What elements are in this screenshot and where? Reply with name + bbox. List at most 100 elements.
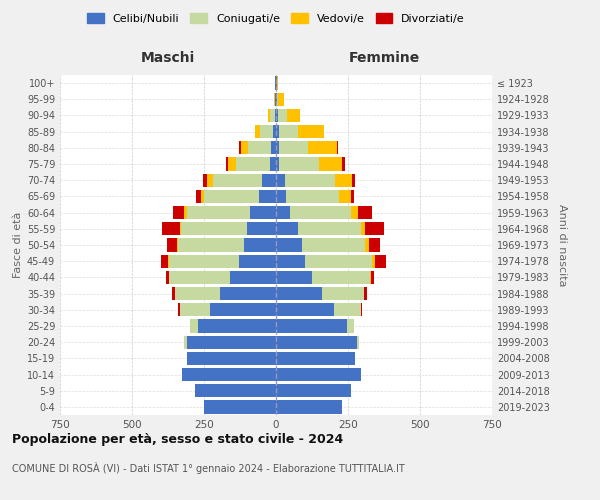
Bar — [161, 254, 168, 268]
Bar — [276, 125, 279, 138]
Bar — [276, 384, 351, 398]
Bar — [276, 270, 312, 284]
Bar — [204, 190, 259, 203]
Bar — [173, 206, 184, 220]
Bar — [172, 287, 175, 300]
Bar — [279, 125, 298, 138]
Bar — [255, 125, 260, 138]
Bar — [358, 206, 373, 220]
Bar — [259, 190, 276, 203]
Bar — [276, 109, 278, 122]
Bar — [276, 174, 284, 187]
Bar — [167, 238, 177, 252]
Bar — [268, 109, 270, 122]
Bar — [286, 190, 340, 203]
Bar — [361, 303, 362, 316]
Bar — [284, 174, 335, 187]
Bar — [239, 141, 241, 154]
Bar — [308, 141, 337, 154]
Bar — [203, 174, 207, 187]
Bar — [280, 141, 308, 154]
Bar — [187, 336, 276, 349]
Bar — [204, 400, 276, 413]
Bar — [279, 158, 319, 170]
Bar — [276, 320, 347, 332]
Bar — [212, 174, 262, 187]
Bar — [335, 174, 352, 187]
Bar — [277, 92, 278, 106]
Bar — [200, 190, 204, 203]
Bar — [210, 303, 276, 316]
Bar — [190, 320, 198, 332]
Bar — [196, 190, 200, 203]
Bar — [230, 270, 276, 284]
Bar — [364, 287, 367, 300]
Bar — [351, 206, 358, 220]
Bar — [248, 141, 271, 154]
Bar — [175, 287, 220, 300]
Bar — [169, 270, 230, 284]
Bar — [247, 222, 276, 235]
Bar — [179, 303, 210, 316]
Bar — [287, 109, 300, 122]
Bar — [270, 109, 275, 122]
Text: Maschi: Maschi — [141, 51, 195, 65]
Bar — [275, 109, 276, 122]
Bar — [375, 254, 386, 268]
Bar — [241, 141, 248, 154]
Bar — [356, 336, 359, 349]
Bar — [319, 158, 342, 170]
Bar — [337, 141, 338, 154]
Bar — [169, 254, 239, 268]
Bar — [371, 270, 374, 284]
Bar — [352, 174, 355, 187]
Bar — [373, 254, 375, 268]
Bar — [298, 125, 323, 138]
Bar — [305, 254, 373, 268]
Bar — [207, 174, 212, 187]
Bar — [181, 222, 247, 235]
Bar — [369, 238, 380, 252]
Bar — [196, 384, 276, 398]
Bar — [278, 92, 284, 106]
Bar — [273, 125, 276, 138]
Bar — [290, 206, 351, 220]
Bar — [220, 287, 276, 300]
Bar — [226, 158, 229, 170]
Y-axis label: Fasce di età: Fasce di età — [13, 212, 23, 278]
Bar — [365, 238, 369, 252]
Bar — [322, 287, 364, 300]
Bar — [166, 270, 169, 284]
Bar — [276, 287, 322, 300]
Bar — [271, 141, 276, 154]
Bar — [177, 238, 178, 252]
Bar — [178, 303, 179, 316]
Bar — [236, 158, 270, 170]
Bar — [276, 141, 280, 154]
Bar — [179, 222, 181, 235]
Bar — [187, 206, 250, 220]
Bar — [187, 352, 276, 365]
Bar — [276, 303, 334, 316]
Bar — [276, 92, 277, 106]
Bar — [275, 92, 276, 106]
Bar — [276, 238, 302, 252]
Bar — [198, 320, 276, 332]
Bar — [162, 222, 179, 235]
Bar — [351, 190, 354, 203]
Bar — [276, 352, 355, 365]
Bar — [250, 206, 276, 220]
Y-axis label: Anni di nascita: Anni di nascita — [557, 204, 566, 286]
Legend: Celibi/Nubili, Coniugati/e, Vedovi/e, Divorziati/e: Celibi/Nubili, Coniugati/e, Vedovi/e, Di… — [85, 10, 467, 26]
Bar — [168, 254, 169, 268]
Bar — [347, 320, 354, 332]
Bar — [340, 190, 351, 203]
Bar — [244, 238, 276, 252]
Bar — [298, 222, 361, 235]
Bar — [276, 254, 305, 268]
Bar — [260, 125, 273, 138]
Bar — [276, 190, 286, 203]
Bar — [276, 336, 356, 349]
Text: COMUNE DI ROSÀ (VI) - Dati ISTAT 1° gennaio 2024 - Elaborazione TUTTITALIA.IT: COMUNE DI ROSÀ (VI) - Dati ISTAT 1° genn… — [12, 462, 405, 474]
Bar — [277, 76, 278, 90]
